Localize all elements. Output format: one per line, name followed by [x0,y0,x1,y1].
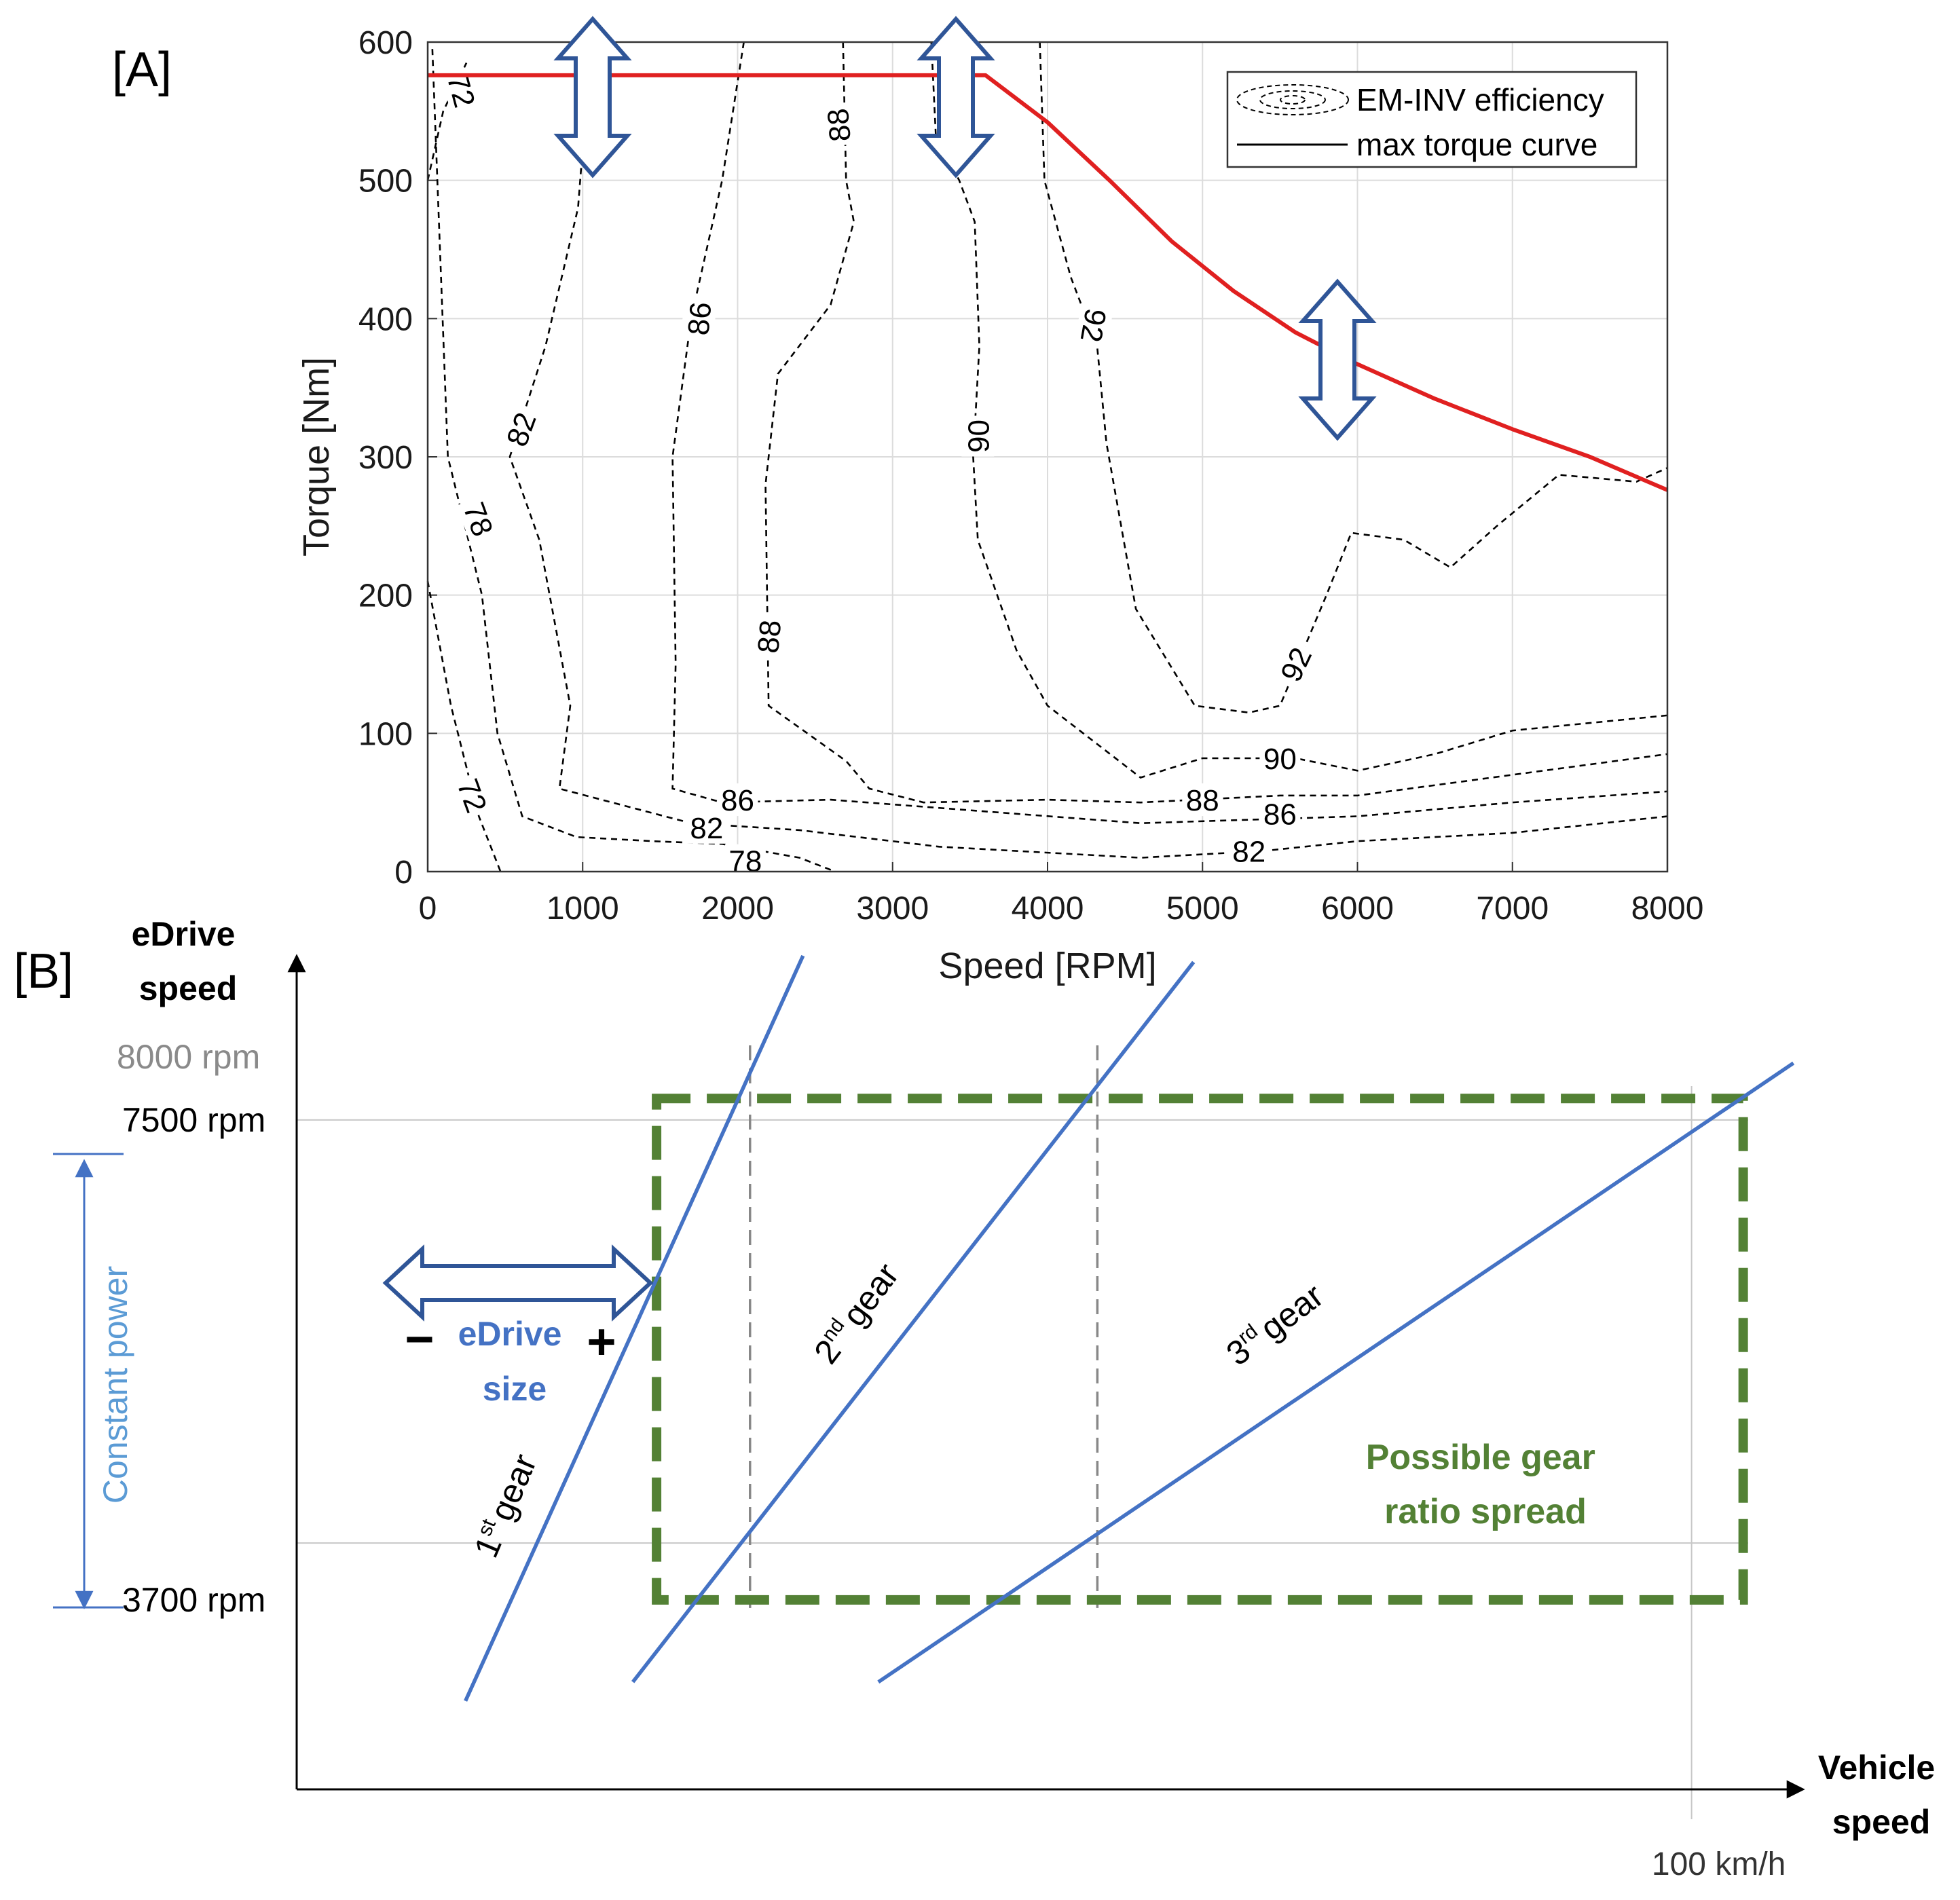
contour-label-86: 86 [682,301,718,337]
gear-label-third: 3rdgear [1219,1275,1330,1373]
efficiency-contour-86 [671,41,1668,825]
x-tick-label: 1000 [547,891,619,927]
gear-spread-label: Possible gear ratio spread [1366,1438,1606,1531]
y-tick-label: 0 [394,855,413,891]
efficiency-contour-72 [426,62,468,181]
shift-speed-dashes [749,1045,1099,1608]
x-tick-label: 6000 [1321,891,1394,927]
plot-frame [426,41,1669,873]
y-tick-label-8000: 8000 rpm [117,1038,260,1076]
y-tick-label: 100 [358,716,413,752]
gear-lines [464,954,1795,1702]
max-torque-curve [428,73,1669,492]
y-tick-label: 500 [358,164,413,200]
panel-label-a: [A] [112,43,172,97]
x-tick-label: 7000 [1476,891,1549,927]
x-tick-label: 4000 [1012,891,1084,927]
contour-label-92: 92 [1274,643,1318,687]
panel-label-b: [B] [14,944,73,999]
contour-label-90: 90 [962,420,995,453]
contour-label-bg [680,297,717,341]
x-tick-label: 2000 [701,891,774,927]
gear-line-3 [877,1061,1795,1684]
x-tick-label: 8000 [1631,891,1704,927]
contour-label-bg [1272,639,1319,690]
plus-sign: + [587,1314,616,1370]
y-tick-label: 600 [358,25,413,61]
contour-label-bg [820,103,857,147]
contour-label-bg [1259,741,1301,775]
legend-entry-torque: max torque curve [1356,127,1597,162]
x-axis-label-b: Vehicle speed [1818,1749,1944,1841]
legend-contour-icon [1236,84,1349,115]
edrive-size-label: eDrive size [458,1315,572,1408]
contour-label-bg [686,811,727,844]
contour-label-bg [1074,302,1114,349]
contour-label-82: 82 [1232,835,1265,868]
contour-label-bg [1259,797,1301,830]
x-tick-label: 0 [419,891,437,927]
contour-label-90: 90 [1263,743,1297,776]
contour-label-82: 82 [690,812,723,845]
contour-label-bg [750,614,787,658]
gear-ratio-panel: [B] eDrive speed Vehicle speed 3700 rpm 7… [14,915,1944,1882]
y-axis-label: Torque [Nm] [296,357,337,557]
contour-label-bg [961,415,995,457]
gear-label-first: 1stgear [466,1449,544,1563]
contour-label-bg [1182,783,1223,817]
minus-sign: − [405,1311,434,1367]
y-tick-labels: 0 100 200 300 400 500 600 [358,25,413,891]
double-arrow-icon-3 [1298,278,1377,441]
legend: EM-INV efficiency max torque curve [1226,71,1638,168]
gear-spread-box [652,1094,1748,1605]
constant-power-label: Constant power [96,1266,134,1504]
gear-line-1 [464,954,805,1702]
x-tick-label-100: 100 km/h [1652,1846,1786,1882]
efficiency-contour-72 [426,581,502,872]
contour-label-88: 88 [821,107,857,143]
y-tick-labels-b: 3700 rpm 7500 rpm 8000 rpm [117,1038,265,1619]
y-tick-label-3700: 3700 rpm [122,1581,265,1619]
x-tick-label: 5000 [1166,891,1239,927]
contour-label-bg [1228,834,1270,868]
efficiency-contour-78 [431,49,836,873]
y-axis-label-b: eDrive speed [132,915,245,1007]
edrive-size-double-arrow-icon [382,1244,654,1322]
contour-label-bg [498,404,543,454]
y-tick-label-7500: 7500 rpm [122,1101,265,1139]
efficiency-contour-90 [930,41,1668,779]
gear-line-2 [631,961,1196,1683]
contour-label-88: 88 [1186,784,1219,817]
contour-label-78: 78 [728,845,762,878]
contour-label-92: 92 [1074,306,1113,345]
double-arrow-icon-2 [917,16,995,179]
contour-label-86: 86 [721,784,754,817]
x-tick-labels: 0 1000 2000 3000 4000 5000 6000 7000 8000 [419,891,1704,927]
y-tick-label: 400 [358,301,413,337]
contour-label-bg [456,494,502,544]
torque-series [428,73,1669,492]
x-tick-label: 3000 [856,891,929,927]
legend-entry-efficiency: EM-INV efficiency [1356,82,1604,117]
y-tick-label: 200 [358,578,413,614]
double-arrow-icon-1 [553,16,632,179]
y-tick-label: 300 [358,440,413,476]
contour-label-88: 88 [752,618,788,654]
contour-label-bg [717,783,758,817]
contour-label-bg [450,770,496,821]
contour-label-86: 86 [1263,798,1297,831]
contour-label-bg [441,67,483,115]
x-axis-label: Speed [RPM] [938,946,1156,986]
